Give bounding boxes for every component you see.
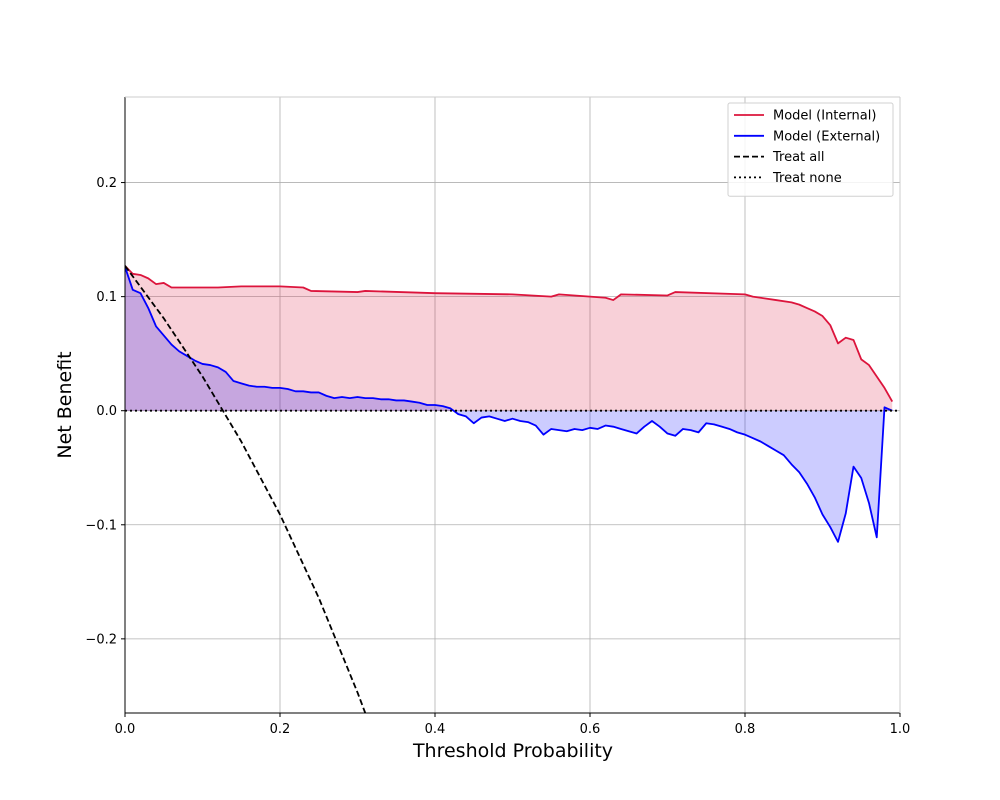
- x-tick-label-0: 0.0: [115, 722, 136, 737]
- fill-area-1: [125, 266, 893, 542]
- legend: Model (Internal) Model (External) Treat al…: [727, 102, 894, 197]
- y-tick-label-1: −0.1: [85, 518, 117, 533]
- axes: [121, 96, 901, 717]
- tick-labels: 0.0 0.2 0.4 0.6 0.8 1.0 −0.2 −0.1 0.0 0.1 0.2: [85, 176, 910, 737]
- x-tick-label-4: 0.8: [735, 722, 756, 737]
- x-tick-label-1: 0.2: [270, 722, 291, 737]
- series-lines: [125, 265, 900, 713]
- x-tick-label-5: 1.0: [890, 722, 911, 737]
- x-axis-title: Threshold Probability: [412, 740, 613, 762]
- series-line-0: [125, 265, 894, 403]
- series-line-1: [125, 266, 893, 543]
- legend-label-0: Model (Internal): [773, 109, 876, 124]
- fill-area-0: [125, 265, 893, 411]
- net-benefit-fills: [125, 265, 893, 542]
- series-line-2: [125, 265, 367, 713]
- x-tick-label-2: 0.4: [425, 722, 446, 737]
- y-tick-label-4: 0.2: [96, 176, 117, 191]
- legend-box: [727, 102, 894, 197]
- legend-label-3: Treat none: [772, 171, 842, 186]
- legend-label-2: Treat all: [772, 150, 824, 165]
- x-tick-label-3: 0.6: [580, 722, 601, 737]
- y-axis-title: Net Benefit: [54, 351, 76, 458]
- y-tick-label-2: 0.0: [96, 404, 117, 419]
- y-tick-label-0: −0.2: [85, 632, 117, 647]
- y-tick-label-3: 0.1: [96, 290, 117, 305]
- legend-label-1: Model (External): [773, 129, 880, 144]
